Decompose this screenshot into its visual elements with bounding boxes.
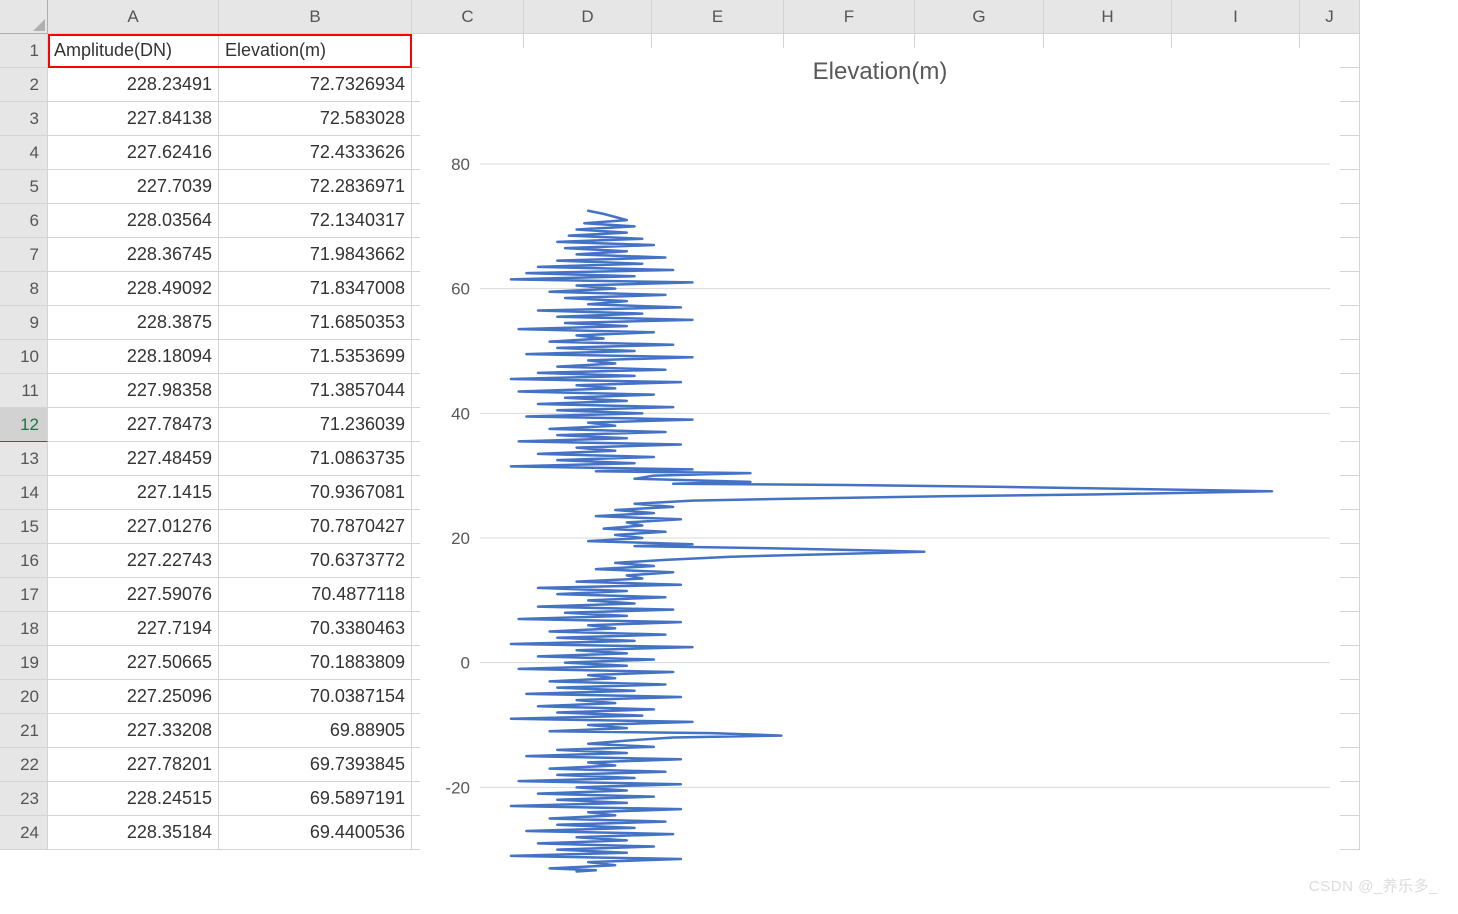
cell-B15[interactable]: 70.7870427 xyxy=(219,510,412,544)
row-header-8[interactable]: 8 xyxy=(0,272,48,306)
row-header-9[interactable]: 9 xyxy=(0,306,48,340)
cell-B6[interactable]: 72.1340317 xyxy=(219,204,412,238)
svg-text:-20: -20 xyxy=(445,778,470,797)
cell-B20[interactable]: 70.0387154 xyxy=(219,680,412,714)
row-header-7[interactable]: 7 xyxy=(0,238,48,272)
svg-text:80: 80 xyxy=(451,155,470,174)
row-header-2[interactable]: 2 xyxy=(0,68,48,102)
cell-A2[interactable]: 228.23491 xyxy=(48,68,219,102)
cell-B13[interactable]: 71.0863735 xyxy=(219,442,412,476)
col-header-D[interactable]: D xyxy=(524,0,652,34)
row-header-18[interactable]: 18 xyxy=(0,612,48,646)
cell-A15[interactable]: 227.01276 xyxy=(48,510,219,544)
row-header-20[interactable]: 20 xyxy=(0,680,48,714)
svg-text:0: 0 xyxy=(461,654,470,673)
chart-canvas: -40-20020406080 xyxy=(420,86,1340,886)
cell-A5[interactable]: 227.7039 xyxy=(48,170,219,204)
row-header-13[interactable]: 13 xyxy=(0,442,48,476)
row-header-15[interactable]: 15 xyxy=(0,510,48,544)
cell-B24[interactable]: 69.4400536 xyxy=(219,816,412,850)
col-header-G[interactable]: G xyxy=(915,0,1044,34)
col-header-B[interactable]: B xyxy=(219,0,412,34)
cell-B16[interactable]: 70.6373772 xyxy=(219,544,412,578)
col-header-I[interactable]: I xyxy=(1172,0,1300,34)
col-header-F[interactable]: F xyxy=(784,0,915,34)
col-header-A[interactable]: A xyxy=(48,0,219,34)
row-header-21[interactable]: 21 xyxy=(0,714,48,748)
row-header-23[interactable]: 23 xyxy=(0,782,48,816)
cell-B23[interactable]: 69.5897191 xyxy=(219,782,412,816)
cell-B3[interactable]: 72.583028 xyxy=(219,102,412,136)
select-all-corner[interactable] xyxy=(0,0,48,34)
row-header-11[interactable]: 11 xyxy=(0,374,48,408)
col-header-J[interactable]: J xyxy=(1300,0,1360,34)
cell-A17[interactable]: 227.59076 xyxy=(48,578,219,612)
cell-B7[interactable]: 71.9843662 xyxy=(219,238,412,272)
row-header-22[interactable]: 22 xyxy=(0,748,48,782)
row-header-10[interactable]: 10 xyxy=(0,340,48,374)
svg-text:20: 20 xyxy=(451,529,470,548)
watermark-text: CSDN @_养乐多_ xyxy=(1309,875,1438,896)
cell-B18[interactable]: 70.3380463 xyxy=(219,612,412,646)
cell-A18[interactable]: 227.7194 xyxy=(48,612,219,646)
cell-A13[interactable]: 227.48459 xyxy=(48,442,219,476)
cell-B12[interactable]: 71.236039 xyxy=(219,408,412,442)
cell-B17[interactable]: 70.4877118 xyxy=(219,578,412,612)
cell-B11[interactable]: 71.3857044 xyxy=(219,374,412,408)
cell-A10[interactable]: 228.18094 xyxy=(48,340,219,374)
cell-A16[interactable]: 227.22743 xyxy=(48,544,219,578)
cell-B5[interactable]: 72.2836971 xyxy=(219,170,412,204)
cell-A4[interactable]: 227.62416 xyxy=(48,136,219,170)
row-header-3[interactable]: 3 xyxy=(0,102,48,136)
row-header-14[interactable]: 14 xyxy=(0,476,48,510)
cell-A9[interactable]: 228.3875 xyxy=(48,306,219,340)
cell-B9[interactable]: 71.6850353 xyxy=(219,306,412,340)
row-header-24[interactable]: 24 xyxy=(0,816,48,850)
cell-B19[interactable]: 70.1883809 xyxy=(219,646,412,680)
row-header-4[interactable]: 4 xyxy=(0,136,48,170)
line-chart[interactable]: Elevation(m) -40-20020406080 xyxy=(420,48,1340,888)
cell-B22[interactable]: 69.7393845 xyxy=(219,748,412,782)
chart-title: Elevation(m) xyxy=(420,58,1340,86)
cell-B2[interactable]: 72.7326934 xyxy=(219,68,412,102)
cell-B14[interactable]: 70.9367081 xyxy=(219,476,412,510)
cell-B4[interactable]: 72.4333626 xyxy=(219,136,412,170)
cell-A14[interactable]: 227.1415 xyxy=(48,476,219,510)
cell-B21[interactable]: 69.88905 xyxy=(219,714,412,748)
row-header-17[interactable]: 17 xyxy=(0,578,48,612)
cell-A12[interactable]: 227.78473 xyxy=(48,408,219,442)
row-header-1[interactable]: 1 xyxy=(0,34,48,68)
cell-A20[interactable]: 227.25096 xyxy=(48,680,219,714)
row-header-16[interactable]: 16 xyxy=(0,544,48,578)
cell-A23[interactable]: 228.24515 xyxy=(48,782,219,816)
row-header-19[interactable]: 19 xyxy=(0,646,48,680)
row-header-6[interactable]: 6 xyxy=(0,204,48,238)
cell-B8[interactable]: 71.8347008 xyxy=(219,272,412,306)
col-header-C[interactable]: C xyxy=(412,0,524,34)
svg-text:60: 60 xyxy=(451,280,470,299)
col-header-E[interactable]: E xyxy=(652,0,784,34)
svg-text:40: 40 xyxy=(451,404,470,423)
cell-A7[interactable]: 228.36745 xyxy=(48,238,219,272)
cell-A1[interactable]: Amplitude(DN) xyxy=(48,34,219,68)
cell-A11[interactable]: 227.98358 xyxy=(48,374,219,408)
row-header-12[interactable]: 12 xyxy=(0,408,48,442)
cell-A6[interactable]: 228.03564 xyxy=(48,204,219,238)
col-header-H[interactable]: H xyxy=(1044,0,1172,34)
cell-A8[interactable]: 228.49092 xyxy=(48,272,219,306)
cell-A22[interactable]: 227.78201 xyxy=(48,748,219,782)
row-header-5[interactable]: 5 xyxy=(0,170,48,204)
cell-A24[interactable]: 228.35184 xyxy=(48,816,219,850)
cell-B1[interactable]: Elevation(m) xyxy=(219,34,412,68)
cell-A3[interactable]: 227.84138 xyxy=(48,102,219,136)
cell-B10[interactable]: 71.5353699 xyxy=(219,340,412,374)
cell-A21[interactable]: 227.33208 xyxy=(48,714,219,748)
cell-A19[interactable]: 227.50665 xyxy=(48,646,219,680)
